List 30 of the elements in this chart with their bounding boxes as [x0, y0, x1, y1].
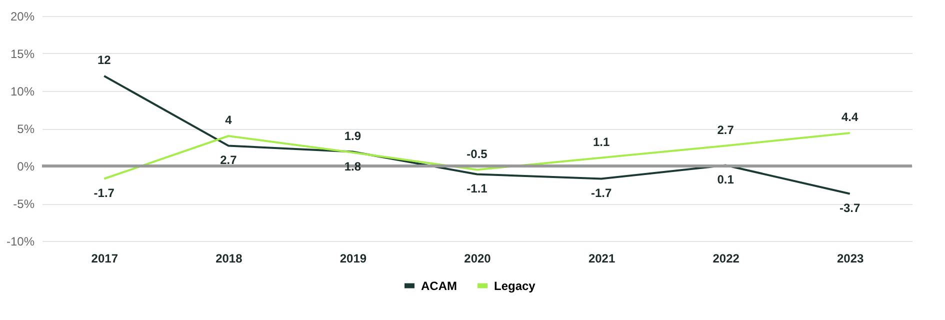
y-tick-label: -10% [6, 234, 35, 248]
data-label: -1.1 [466, 181, 488, 196]
data-label: 2.7 [220, 152, 238, 167]
data-label: -1.7 [94, 186, 115, 200]
data-label: 0.1 [717, 172, 734, 186]
y-tick-label: 5% [17, 122, 35, 136]
y-tick-label: 15% [10, 47, 35, 61]
x-tick-label: 2020 [464, 252, 492, 266]
x-tick-label: 2021 [588, 252, 616, 266]
data-label: 12 [97, 53, 112, 67]
data-label: 4 [225, 113, 232, 127]
data-label: -3.7 [840, 200, 861, 215]
x-tick-label: 2017 [91, 252, 118, 266]
x-tick-label: 2022 [712, 252, 740, 266]
y-tick-label: 10% [10, 84, 35, 98]
y-tick-label: 0% [17, 160, 35, 174]
data-label: -1.7 [590, 186, 612, 200]
data-label: 1.8 [344, 160, 362, 174]
data-label: 4.4 [842, 110, 859, 124]
x-tick-label: 2018 [216, 252, 243, 266]
y-tick-label: 20% [10, 10, 35, 24]
data-label: 1.9 [344, 128, 362, 143]
x-tick-label: 2019 [340, 252, 367, 266]
y-tick-label: -5% [13, 197, 35, 211]
data-label: 2.7 [717, 122, 734, 137]
x-tick-label: 2023 [837, 252, 864, 266]
legend-label: Legacy [494, 278, 536, 293]
legend-label: ACAM [421, 278, 457, 293]
data-label: -0.5 [466, 146, 488, 161]
data-label: 1.1 [592, 134, 610, 149]
